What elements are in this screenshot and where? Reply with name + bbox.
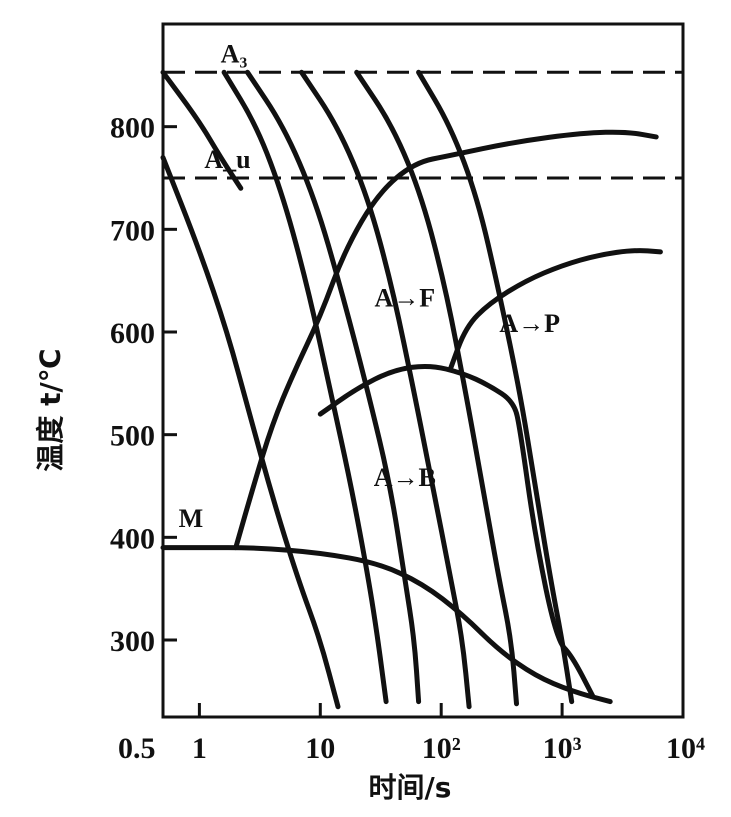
x-tick-label: 10³ (543, 732, 582, 765)
y-tick-label: 700 (110, 214, 155, 247)
series-line (299, 69, 472, 710)
series-line (221, 69, 389, 705)
y-tick-label: 600 (110, 317, 155, 350)
y-tick-label: 800 (110, 112, 155, 145)
series-line (160, 69, 244, 191)
series-line (160, 155, 341, 710)
x-tick-label: 10² (422, 732, 461, 765)
reference-lines: A₃A_u (163, 39, 683, 180)
series-line (160, 545, 613, 705)
y-axis-label: 温度 t/℃ (34, 348, 67, 471)
x-axis-label: 时间/s (369, 771, 452, 804)
y-tick-label: 400 (110, 522, 155, 555)
y-tick-label: 500 (110, 420, 155, 453)
region-annotation: A→P (499, 309, 560, 338)
annotations: A→F A→P A→B M (179, 283, 561, 533)
reference-line-label: A₃ (221, 39, 248, 68)
series-line (354, 69, 519, 707)
region-annotation: A→F (374, 283, 435, 312)
series-line (317, 363, 596, 699)
x-tick-label: 1 (192, 732, 207, 765)
series-line (448, 248, 663, 371)
y-tick-label: 300 (110, 625, 155, 658)
plot-frame (161, 22, 685, 719)
series-line (416, 69, 575, 705)
x-tick-label: 0.5 (118, 732, 156, 765)
region-annotation: A→B (374, 463, 436, 492)
ticks: 0.5 1 10 10² 10³ 10⁴ 300 400 500 600 700 800 (110, 112, 705, 765)
series-line (245, 69, 422, 705)
x-tick-label: 10 (305, 732, 335, 765)
region-annotation: M (179, 504, 204, 533)
x-tick-label: 10⁴ (666, 732, 705, 765)
series-line (233, 129, 659, 551)
series-group (160, 69, 663, 710)
